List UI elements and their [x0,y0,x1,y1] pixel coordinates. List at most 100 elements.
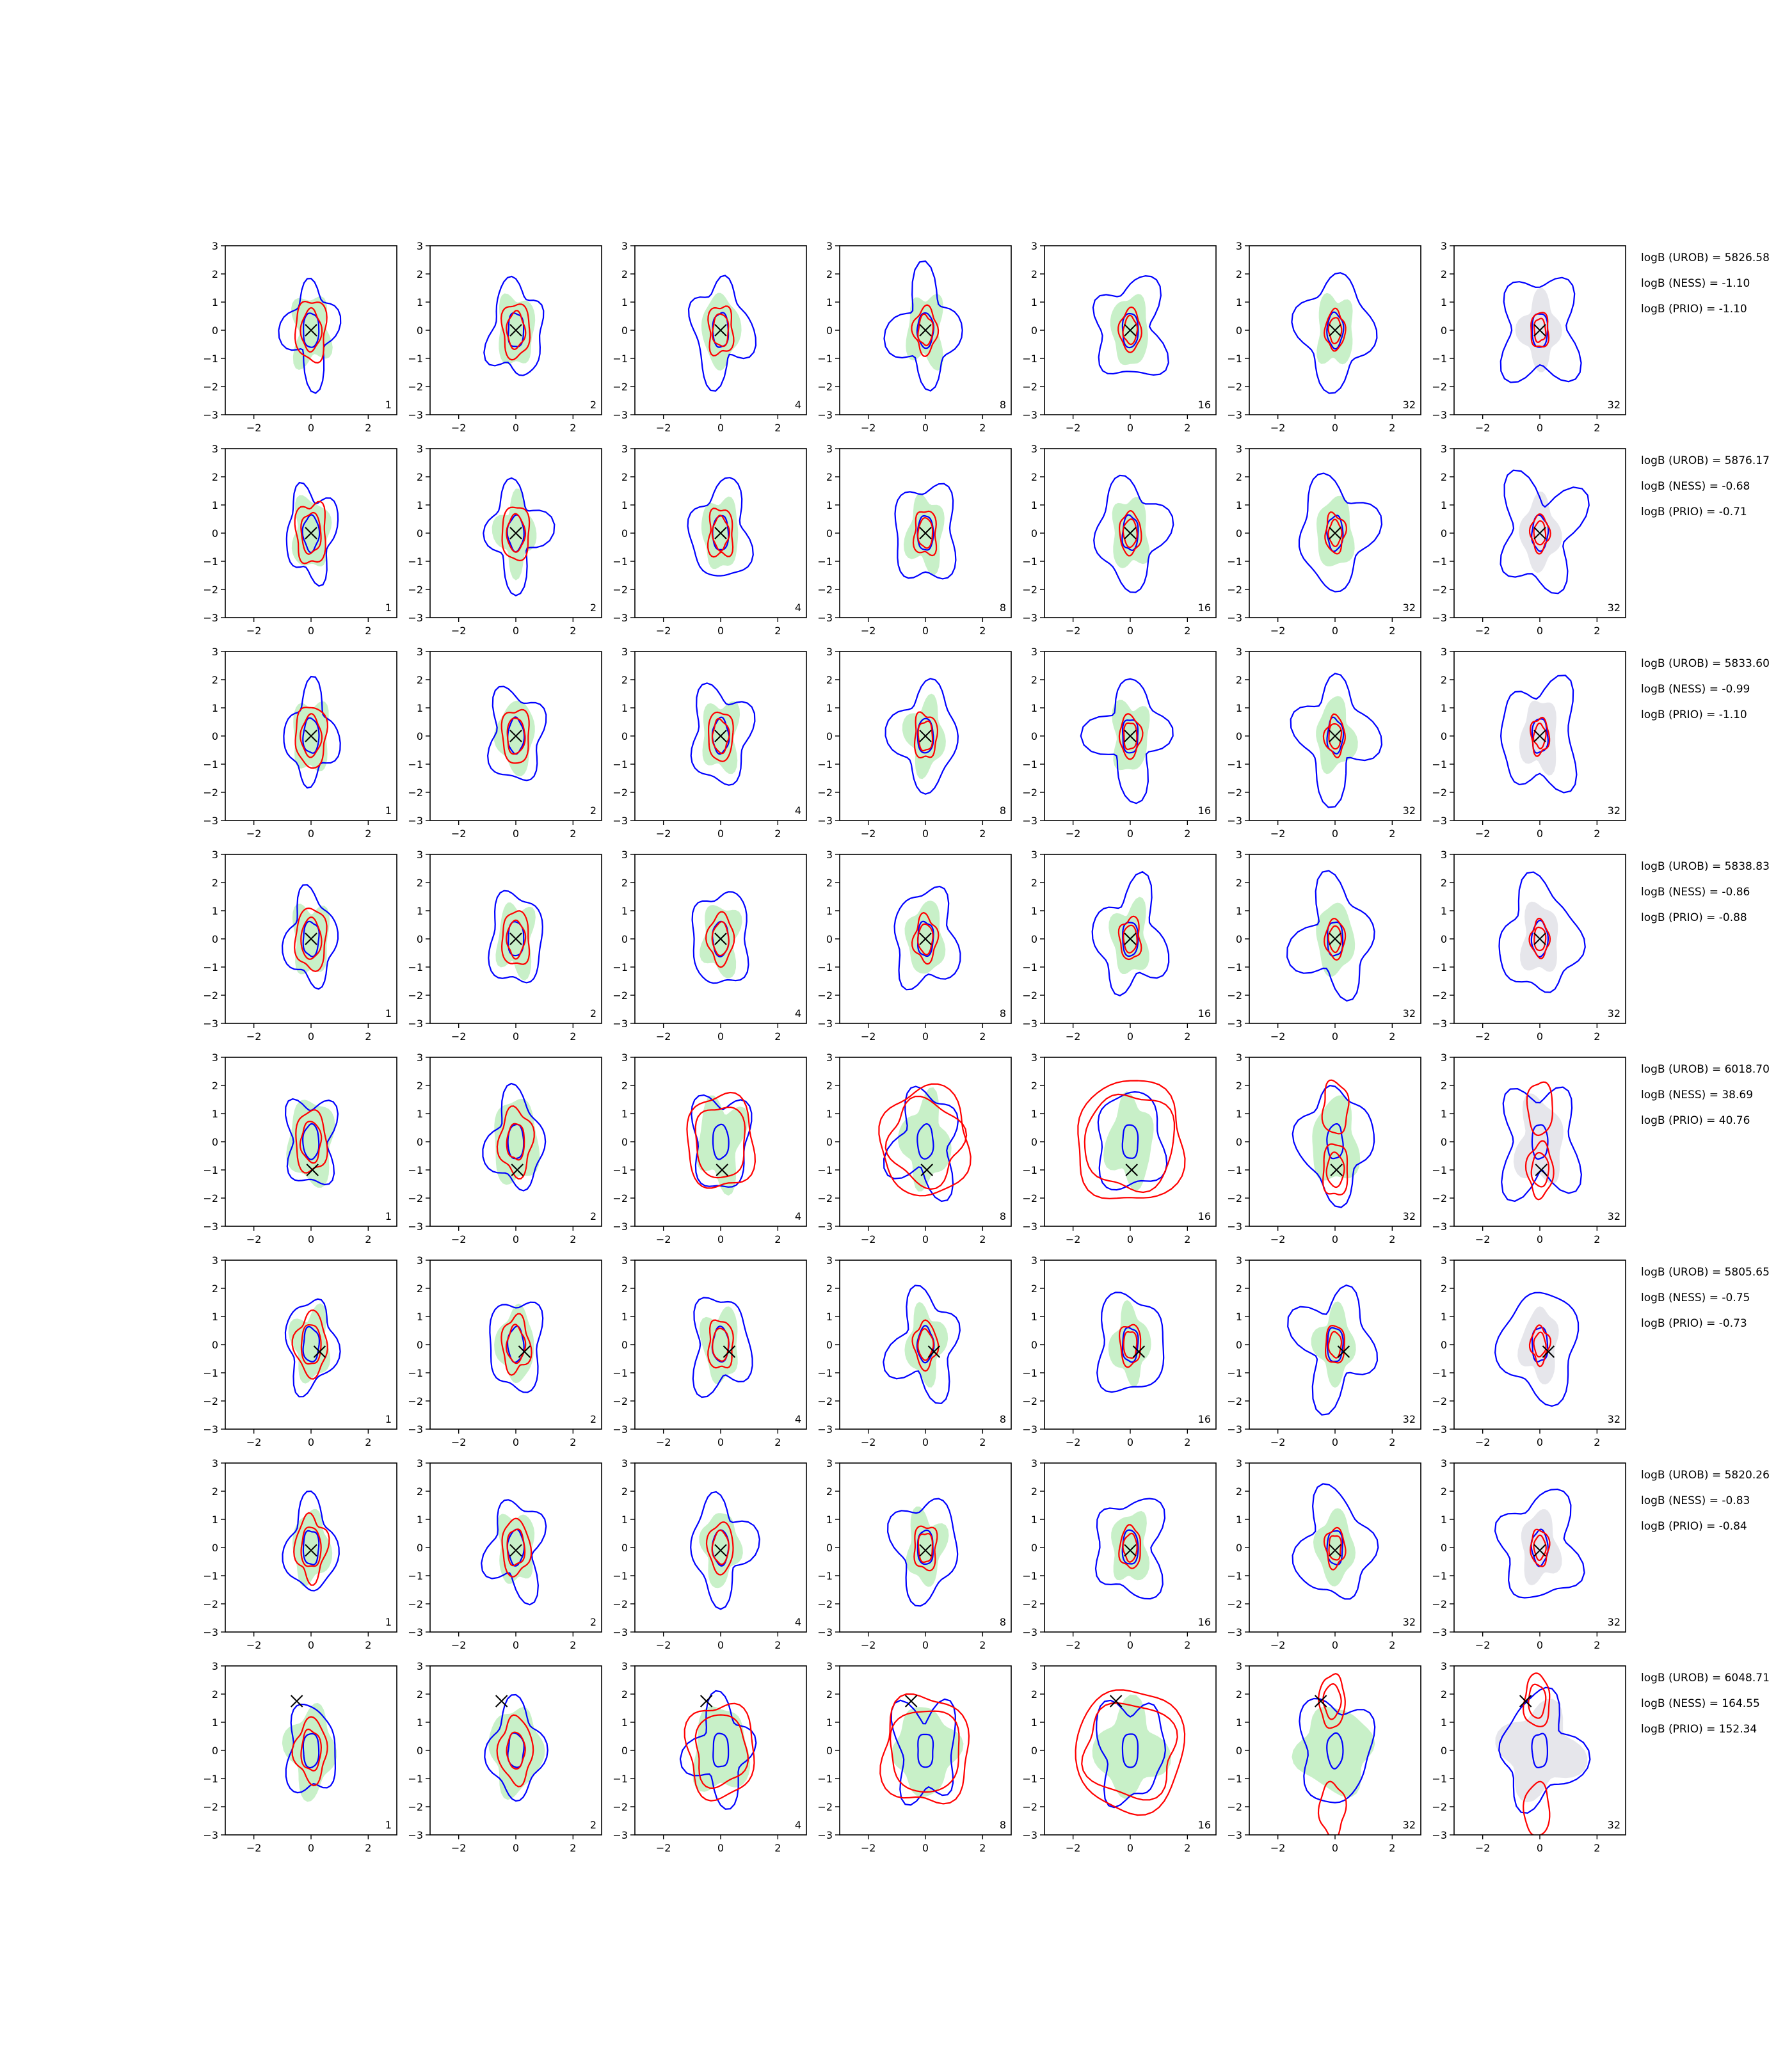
y-tick-label: 0 [826,1542,833,1554]
y-tick-label: 2 [621,1485,628,1498]
panel-r2-c4: −2 0 2 −3 −2 −1 0 1 2 3 8 [817,443,1012,637]
panel-corner-label: 32 [1403,1819,1416,1831]
blue-outer-contour [894,483,957,580]
y-tick-label: −3 [1022,612,1037,624]
y-tick-label: −1 [203,556,218,568]
blue-inner-contour [302,920,320,957]
panel-corner-label: 4 [795,1210,801,1222]
x-tick-label: −2 [656,1233,671,1245]
y-tick-label: 1 [826,1514,833,1526]
y-tick-label: −1 [1432,1164,1447,1176]
red-contour [913,711,939,759]
green-density-fill [291,495,332,567]
red-contour [300,916,323,960]
panel-corner-label: 32 [1403,1210,1416,1222]
y-tick-label: 2 [417,674,423,686]
y-tick-label: 3 [826,443,833,455]
y-tick-label: 2 [826,1485,833,1498]
y-tick-label: −2 [1022,989,1037,1002]
red-contour [686,1091,756,1189]
y-tick-label: 2 [1236,1283,1242,1295]
panel-corner-label: 1 [385,1007,392,1020]
x-tick-label: 0 [513,1842,519,1854]
y-tick-label: −1 [408,1164,423,1176]
y-tick-label: 1 [826,1108,833,1120]
panel-r8-c4: −2 0 2 −3 −2 −1 0 1 2 3 8 [817,1660,1012,1854]
y-tick-label: −1 [612,1367,628,1379]
y-tick-label: 3 [1031,443,1037,455]
red-contour [911,304,940,357]
panel-r5-c3: −2 0 2 −3 −2 −1 0 1 2 3 4 [612,1052,807,1245]
y-tick-label: 2 [826,674,833,686]
panel-r2-c7: −2 0 2 −3 −2 −1 0 1 2 3 32 [1432,443,1626,637]
y-tick-label: 3 [1031,1457,1037,1469]
blue-outer-contour [1494,1292,1580,1407]
x-tick-label: 0 [922,1030,929,1043]
panel-corner-label: 8 [1000,1819,1006,1831]
panel-r3-c5: −2 0 2 −3 −2 −1 0 1 2 3 16 [1022,646,1217,840]
x-tick-label: 0 [717,625,724,637]
y-tick-label: 2 [1236,1485,1242,1498]
y-tick-label: −3 [1432,1423,1447,1436]
x-tick-label: 2 [1389,1436,1395,1448]
y-tick-label: −2 [203,989,218,1002]
panel-corner-label: 16 [1198,1616,1211,1628]
blue-outer-contour [1290,673,1383,808]
y-tick-label: 2 [1031,674,1037,686]
red-contour [1122,314,1139,346]
y-tick-label: 3 [417,1457,423,1469]
panel-corner-label: 32 [1608,804,1620,817]
green-density-fill [699,1306,738,1384]
y-tick-label: 0 [1441,324,1447,337]
panel-r8-c7: −2 0 2 −3 −2 −1 0 1 2 3 32 [1432,1660,1626,1854]
y-tick-label: −3 [817,612,833,624]
blue-inner-contour [302,1325,320,1363]
y-tick-label: −1 [612,1164,628,1176]
x-tick-label: −2 [1270,625,1286,637]
red-contour [712,1327,730,1362]
x-tick-label: 0 [922,828,929,840]
panel-r2-c2: −2 0 2 −3 −2 −1 0 1 2 3 2 [408,443,602,637]
x-tick-label: 2 [774,1436,781,1448]
y-tick-label: 2 [826,1283,833,1295]
true-parameter-marker [1109,1695,1123,1708]
true-parameter-marker [919,1544,932,1557]
y-tick-label: −3 [817,1626,833,1638]
x-tick-label: 0 [717,422,724,434]
panel-r5-c4: −2 0 2 −3 −2 −1 0 1 2 3 8 [817,1052,1012,1245]
y-tick-label: 1 [1031,1514,1037,1526]
y-tick-label: 0 [1236,730,1242,742]
y-tick-label: 3 [621,240,628,252]
x-tick-label: 0 [513,1030,519,1043]
y-tick-label: 3 [1441,1052,1447,1064]
logb-annotation: logB (NESS) = 164.55 [1641,1697,1760,1710]
blue-outer-contour [481,1499,547,1606]
y-tick-label: 0 [1441,1542,1447,1554]
blue-outer-contour [1287,1284,1379,1416]
x-tick-label: 2 [1594,625,1600,637]
true-parameter-marker [290,1695,303,1708]
y-tick-label: 1 [212,1108,218,1120]
y-tick-label: −1 [203,1773,218,1785]
red-contour [294,907,328,972]
panel-r6-c4: −2 0 2 −3 −2 −1 0 1 2 3 8 [817,1254,1012,1448]
panel-r7-c3: −2 0 2 −3 −2 −1 0 1 2 3 4 [612,1457,807,1651]
x-tick-label: −2 [1475,625,1491,637]
red-contour [705,1521,734,1576]
blue-outer-contour [1094,1498,1166,1600]
x-tick-label: −2 [451,422,467,434]
x-tick-label: 0 [1332,828,1338,840]
y-tick-label: 0 [212,1339,218,1351]
y-tick-label: −3 [1227,1423,1242,1436]
x-tick-label: 2 [1184,422,1190,434]
y-tick-label: 1 [417,1514,423,1526]
y-tick-label: 1 [1031,905,1037,917]
y-tick-label: 2 [417,268,423,280]
blue-inner-contour [302,1732,320,1769]
x-tick-label: 2 [1184,1436,1190,1448]
x-tick-label: −2 [1066,1436,1081,1448]
red-contour [705,911,735,968]
panel-corner-label: 2 [590,804,596,817]
panel-r6-c3: −2 0 2 −3 −2 −1 0 1 2 3 4 [612,1254,807,1448]
y-tick-label: 2 [212,471,218,483]
